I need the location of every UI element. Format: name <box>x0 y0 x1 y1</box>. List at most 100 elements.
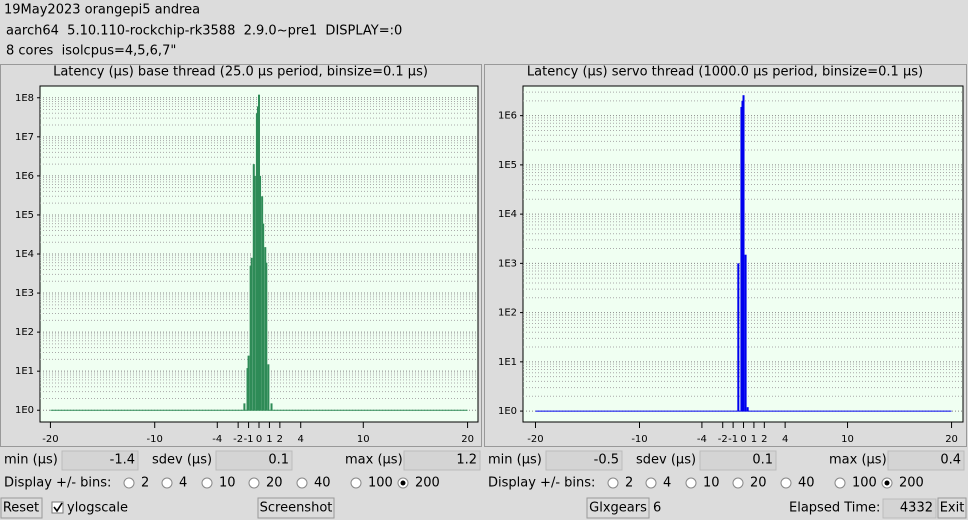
histogram-bar <box>742 95 745 412</box>
stat-value: 0.4 <box>940 453 961 468</box>
histogram-bar <box>247 355 250 411</box>
bins-option-label[interactable]: 10 <box>219 476 236 491</box>
x-tick-label: 10 <box>841 434 854 445</box>
x-tick-label: 4 <box>298 434 304 445</box>
screenshot-label[interactable]: Screenshot <box>260 501 333 516</box>
stat-value: 1.2 <box>456 453 477 468</box>
bins-option-label[interactable]: 200 <box>899 476 924 491</box>
y-tick-label: 1E5 <box>15 210 34 221</box>
bins-option-label[interactable]: 100 <box>368 476 393 491</box>
stat-field <box>215 450 293 471</box>
ylogscale-checkbox[interactable] <box>51 501 64 514</box>
bins-radio[interactable] <box>834 477 846 489</box>
glxgears-button[interactable] <box>586 497 650 519</box>
x-tick-label: 2 <box>277 434 283 445</box>
bins-radio-dot <box>884 480 890 486</box>
histogram-bar <box>265 262 268 411</box>
y-tick-label: 1E5 <box>498 160 517 171</box>
histogram-bar <box>741 100 744 412</box>
x-tick-label: -20 <box>527 434 543 445</box>
bins-option-label[interactable]: 200 <box>415 476 440 491</box>
bins-option-label[interactable]: 10 <box>703 476 720 491</box>
bins-radio[interactable] <box>296 477 308 489</box>
x-tick-label: -10 <box>631 434 647 445</box>
checkmark <box>53 502 63 513</box>
x-tick-label: -1 <box>244 434 254 445</box>
stat-value: 0.1 <box>268 453 289 468</box>
y-tick-label: 1E6 <box>498 111 517 122</box>
bins-radio[interactable] <box>161 477 173 489</box>
y-tick-label: 1E4 <box>498 209 517 220</box>
bins-radio[interactable] <box>607 477 619 489</box>
bins-option-label[interactable]: 20 <box>266 476 283 491</box>
stat-label: sdev (µs) <box>152 453 212 468</box>
x-tick-label: 4 <box>782 434 788 445</box>
histogram-bar <box>249 265 252 411</box>
stat-value: -1.4 <box>110 453 135 468</box>
stat-label: max (µs) <box>829 453 887 468</box>
screenshot-button[interactable] <box>257 497 335 519</box>
bins-radio[interactable] <box>350 477 362 489</box>
bins-radio[interactable] <box>645 477 657 489</box>
stat-label: min (µs) <box>4 453 58 468</box>
x-tick-label: 10 <box>357 434 370 445</box>
y-tick-label: 1E8 <box>15 93 34 104</box>
bins-option-label[interactable]: 20 <box>750 476 767 491</box>
glxgears-label[interactable]: Glxgears <box>589 501 647 516</box>
panel-title: Latency (µs) servo thread (1000.0 µs per… <box>527 65 923 80</box>
histogram-bar <box>740 106 743 412</box>
bins-radio[interactable] <box>685 477 697 489</box>
histogram-bar <box>258 94 260 411</box>
bins-label: Display +/- bins: <box>488 476 595 491</box>
bins-radio[interactable] <box>248 477 260 489</box>
bins-option-label[interactable]: 40 <box>798 476 815 491</box>
header-line: aarch64 5.10.110-rockchip-rk3588 2.9.0~p… <box>6 24 402 39</box>
stat-field <box>403 450 481 471</box>
y-tick-label: 1E4 <box>15 249 34 260</box>
x-tick-label: -4 <box>697 434 707 445</box>
x-tick-label: -1 <box>728 434 738 445</box>
bins-radio[interactable] <box>123 477 135 489</box>
y-tick-label: 1E0 <box>15 405 34 416</box>
stat-label: max (µs) <box>345 453 403 468</box>
y-tick-label: 1E2 <box>15 327 34 338</box>
histogram-bar <box>746 407 749 412</box>
histogram-panel: Latency (µs) base thread (25.0 µs period… <box>0 64 482 491</box>
elapsed-value: 4332 <box>900 501 933 516</box>
bins-option-label[interactable]: 2 <box>625 476 633 491</box>
x-tick-label: 20 <box>945 434 958 445</box>
histogram-bar <box>255 113 258 411</box>
histogram-bar <box>264 247 267 411</box>
histogram-bar <box>270 403 273 411</box>
stat-value: 0.1 <box>752 453 773 468</box>
stat-label: sdev (µs) <box>636 453 696 468</box>
exit-button[interactable] <box>937 497 967 519</box>
histogram-bar <box>259 175 262 411</box>
histogram-bar <box>261 196 264 411</box>
y-tick-label: 1E1 <box>15 366 34 377</box>
glxgears-count: 6 <box>653 501 661 516</box>
ylogscale-label[interactable]: ylogscale <box>67 501 128 516</box>
stat-field <box>699 450 777 471</box>
bins-radio[interactable] <box>201 477 213 489</box>
y-tick-label: 1E6 <box>15 171 34 182</box>
bins-option-label[interactable]: 40 <box>314 476 331 491</box>
x-tick-label: 0 <box>256 434 262 445</box>
x-tick-label: -10 <box>147 434 163 445</box>
bins-option-label[interactable]: 4 <box>663 476 671 491</box>
exit-label[interactable]: Exit <box>940 501 965 516</box>
bins-radio[interactable] <box>732 477 744 489</box>
panel-title: Latency (µs) base thread (25.0 µs period… <box>53 65 428 80</box>
reset-button[interactable] <box>0 497 43 519</box>
stat-field <box>545 450 623 471</box>
histogram-bar <box>252 164 255 411</box>
bins-option-label[interactable]: 100 <box>852 476 877 491</box>
bins-option-label[interactable]: 2 <box>141 476 149 491</box>
bins-radio[interactable] <box>780 477 792 489</box>
reset-label[interactable]: Reset <box>3 501 39 516</box>
bins-option-label[interactable]: 4 <box>179 476 187 491</box>
histogram-bar <box>243 403 246 411</box>
y-tick-label: 1E3 <box>498 258 517 269</box>
bottom-bar: Reset ylogscale Screenshot Glxgears 6 El… <box>0 497 967 519</box>
